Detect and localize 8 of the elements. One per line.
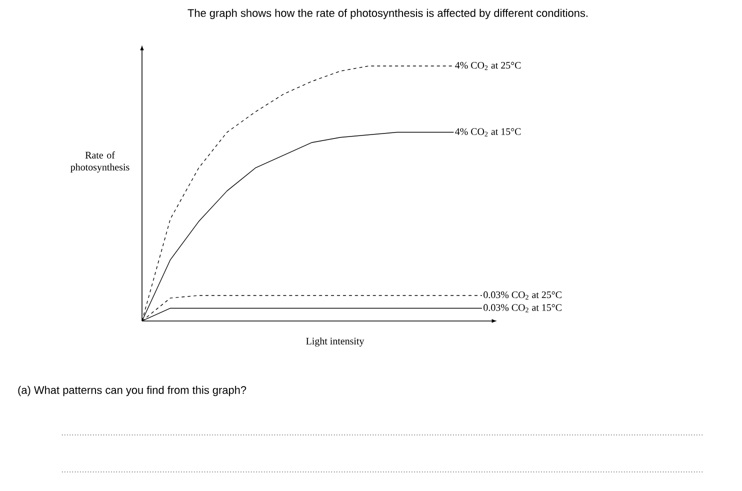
series-label: 4% CO$_{2}$ at 15°C (455, 128, 521, 136)
x-axis-title: Light intensity (306, 337, 364, 347)
series-label: 0.03% CO$_{2}$ at 15°C (484, 304, 562, 312)
series-label: 0.03% CO$_{2}$ at 25°C (484, 291, 562, 300)
chart-title: The graph shows how the rate of photosynthesis is affected by different conditions. (188, 8, 588, 20)
y-axis-title: Rate of photosynthesis (70, 151, 130, 173)
series-label: 4% CO$_{2}$ at 25°C (455, 62, 521, 70)
text: (a) What patterns can you find from this graph? (18, 386, 246, 396)
